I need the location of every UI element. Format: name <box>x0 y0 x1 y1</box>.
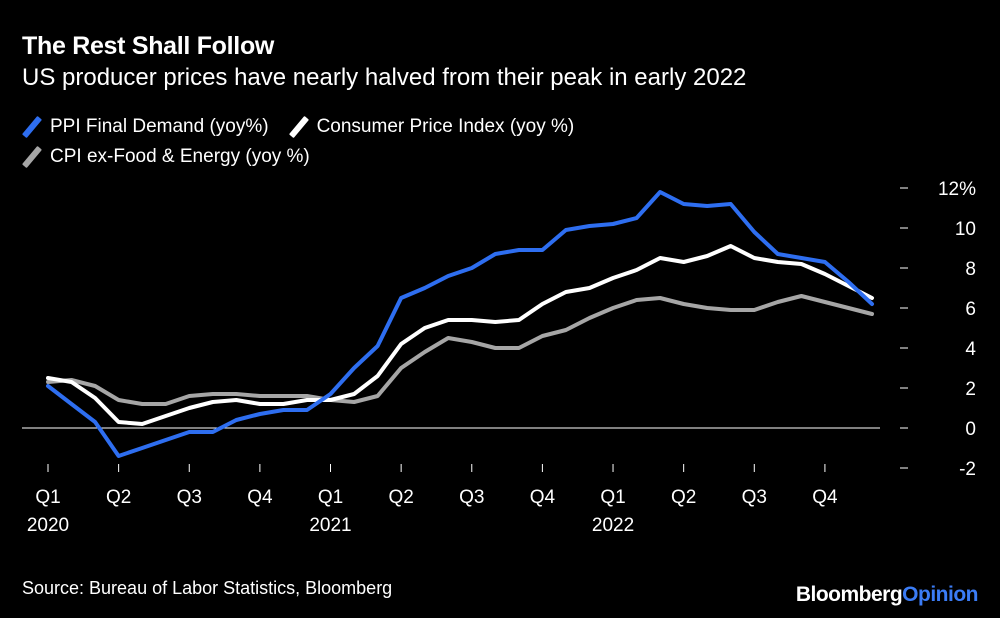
x-tick-label: Q1 <box>318 487 343 508</box>
chart-title: The Rest Shall Follow <box>22 32 275 60</box>
legend-row-2: CPI ex-Food & Energy (yoy %) <box>22 146 330 168</box>
series-line-cpi <box>46 244 874 426</box>
x-year-label: 2020 <box>27 515 69 536</box>
legend-row-1: PPI Final Demand (yoy%) Consumer Price I… <box>22 116 594 138</box>
y-tick-label: 10 <box>955 219 976 240</box>
x-tick-label: Q4 <box>812 487 838 508</box>
source-note: Source: Bureau of Labor Statistics, Bloo… <box>22 578 393 598</box>
chart-subtitle: US producer prices have nearly halved fr… <box>22 64 747 91</box>
x-tick-label: Q1 <box>35 487 60 508</box>
legend-item-core-cpi: CPI ex-Food & Energy (yoy %) <box>22 146 310 168</box>
legend-item-cpi: Consumer Price Index (yoy %) <box>289 116 575 138</box>
legend-label-ppi: PPI Final Demand (yoy%) <box>50 116 269 137</box>
series-line-ppi <box>46 190 874 458</box>
y-tick-label: 2 <box>965 379 976 400</box>
x-tick-label: Q4 <box>530 487 556 508</box>
y-tick-label: 4 <box>965 339 976 360</box>
x-tick-label: Q3 <box>177 487 202 508</box>
x-tick-label: Q2 <box>388 487 413 508</box>
y-tick-label: 12% <box>938 179 976 200</box>
brand-logo: BloombergOpinion <box>795 583 979 607</box>
brand-name: Bloomberg <box>795 583 903 606</box>
legend-label-cpi: Consumer Price Index (yoy %) <box>316 116 575 137</box>
legend-item-ppi: PPI Final Demand (yoy%) <box>22 116 269 138</box>
x-tick-label: Q2 <box>106 487 131 508</box>
x-year-label: 2021 <box>309 515 351 536</box>
x-tick-label: Q1 <box>600 487 625 508</box>
legend-label-core-cpi: CPI ex-Food & Energy (yoy %) <box>50 146 310 167</box>
series-line-core-cpi <box>46 294 874 406</box>
x-tick-label: Q2 <box>671 487 696 508</box>
y-tick-label: 8 <box>965 259 976 280</box>
x-tick-label: Q3 <box>742 487 767 508</box>
brand-suffix: Opinion <box>902 583 978 606</box>
y-tick-label: -2 <box>959 459 976 480</box>
x-tick-label: Q3 <box>459 487 484 508</box>
y-tick-label: 6 <box>965 299 976 320</box>
y-tick-label: 0 <box>965 419 976 440</box>
x-tick-label: Q4 <box>247 487 273 508</box>
x-year-label: 2022 <box>592 515 634 536</box>
